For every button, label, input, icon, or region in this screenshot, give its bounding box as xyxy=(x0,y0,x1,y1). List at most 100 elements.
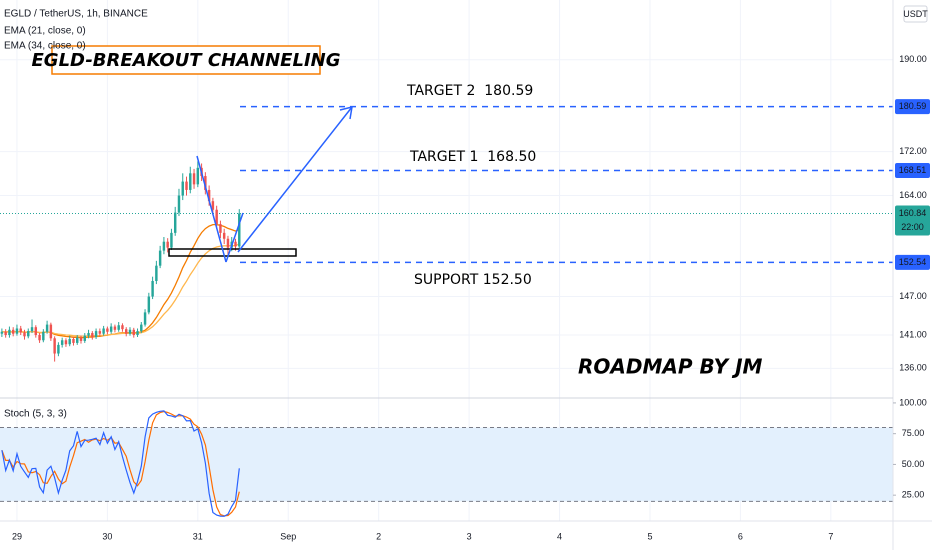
indicator-label: EMA (34, close, 0) xyxy=(4,41,86,52)
candle-body xyxy=(215,209,218,225)
candle-body xyxy=(192,173,196,185)
y-tick-label: 75.00 xyxy=(902,428,925,438)
candle-body xyxy=(189,173,192,190)
candle-body xyxy=(136,331,139,336)
candle-body xyxy=(234,241,237,247)
x-tick-label: 3 xyxy=(467,531,472,541)
x-tick-label: 6 xyxy=(738,531,743,541)
candle-body xyxy=(173,212,177,233)
candle-body xyxy=(117,325,120,330)
symbol-title: EGLD / TetherUS, 1h, BINANCE xyxy=(4,9,148,20)
level-tag xyxy=(895,163,930,179)
candle-body xyxy=(196,167,200,185)
y-tick-label: 25.00 xyxy=(902,490,925,500)
candle-body xyxy=(23,332,26,337)
currency-box[interactable] xyxy=(903,5,928,23)
y-tick-label: 147.00 xyxy=(899,291,927,301)
candle-body xyxy=(166,241,169,248)
candle-body xyxy=(19,328,22,333)
candle-body xyxy=(42,331,45,341)
candle-body xyxy=(185,181,188,190)
level-label: 168.51 xyxy=(899,165,927,175)
candle-body xyxy=(98,331,102,334)
candle-body xyxy=(34,327,38,336)
plot xyxy=(0,105,893,517)
support: SUPPORT 152.50 xyxy=(414,272,532,288)
headline: EGLD-BREAKOUT CHANNELING xyxy=(32,50,341,71)
candle-body xyxy=(76,337,79,343)
candle-body xyxy=(38,335,41,341)
level-label: 152.54 xyxy=(899,257,927,267)
candle-body xyxy=(222,232,226,239)
candle-body xyxy=(170,232,173,248)
candle-body xyxy=(121,325,124,330)
y-tick-label: 100.00 xyxy=(899,397,927,407)
x-tick-label: 4 xyxy=(557,531,562,541)
channel-line xyxy=(196,155,227,263)
level-label: 180.59 xyxy=(899,101,927,111)
indicator-label: EMA (21, close, 0) xyxy=(4,26,86,37)
candle-body xyxy=(181,181,184,196)
currency[interactable]: USDT xyxy=(903,9,928,19)
x-tick-label: 7 xyxy=(828,531,833,541)
ema-line xyxy=(1,243,240,337)
y-tick-label: 141.00 xyxy=(899,329,927,339)
candle-body xyxy=(53,338,56,354)
candle-body xyxy=(64,340,68,345)
level-tag xyxy=(895,254,930,270)
y-tick-label: 164.00 xyxy=(899,190,927,200)
x-tick-label: 29 xyxy=(12,531,22,541)
candle-body xyxy=(15,328,19,334)
candle-body xyxy=(113,326,117,330)
candle-body xyxy=(162,241,166,251)
candle-body xyxy=(60,340,64,345)
candle-body xyxy=(91,333,94,337)
candle-body xyxy=(147,296,151,313)
candle-body xyxy=(226,238,230,248)
candle-body xyxy=(30,327,34,332)
target-2: TARGET 2 180.59 xyxy=(406,83,533,99)
y-tick-label: 50.00 xyxy=(902,459,925,469)
candle-body xyxy=(49,324,53,339)
target-1: TARGET 1 168.50 xyxy=(409,149,536,165)
level-tag xyxy=(895,99,930,115)
candle-body xyxy=(4,331,7,336)
last-price-label: 160.84 xyxy=(899,208,927,218)
candle-body xyxy=(151,280,154,297)
candle-body xyxy=(83,335,87,341)
candle-body xyxy=(102,328,105,334)
candle-body xyxy=(57,344,60,354)
candle-body xyxy=(0,331,4,334)
candle-body xyxy=(211,201,215,210)
y-tick-label: 136.00 xyxy=(899,363,927,373)
arrow-head xyxy=(339,105,353,120)
candle-body xyxy=(106,328,109,332)
candle-body xyxy=(177,195,181,213)
x-tick-label: Sep xyxy=(280,531,296,541)
breakout-box xyxy=(168,248,297,257)
credit: ROADMAP BY JM xyxy=(578,355,763,379)
candle-body xyxy=(155,265,158,281)
candle-body xyxy=(72,338,75,343)
candle-body xyxy=(204,176,207,190)
candle-body xyxy=(8,329,11,336)
candle-body xyxy=(238,213,241,247)
last-price-tag xyxy=(895,205,930,236)
channel-line xyxy=(225,212,244,263)
stoch-line xyxy=(1,410,240,517)
candle-body xyxy=(68,338,71,345)
oscillator-label: Stoch (5, 3, 3) xyxy=(4,409,67,420)
candle-body xyxy=(11,329,15,334)
candle-body xyxy=(87,333,90,336)
x-tick-label: 31 xyxy=(193,531,203,541)
candle-body xyxy=(207,189,211,202)
candle-body xyxy=(140,324,143,332)
candle-body xyxy=(79,337,83,341)
headline-box xyxy=(51,45,321,75)
candle-body xyxy=(45,324,49,332)
stoch-band xyxy=(0,427,893,502)
x-tick-label: 30 xyxy=(102,531,112,541)
candle-body xyxy=(94,331,98,337)
x-tick-label: 5 xyxy=(647,531,652,541)
